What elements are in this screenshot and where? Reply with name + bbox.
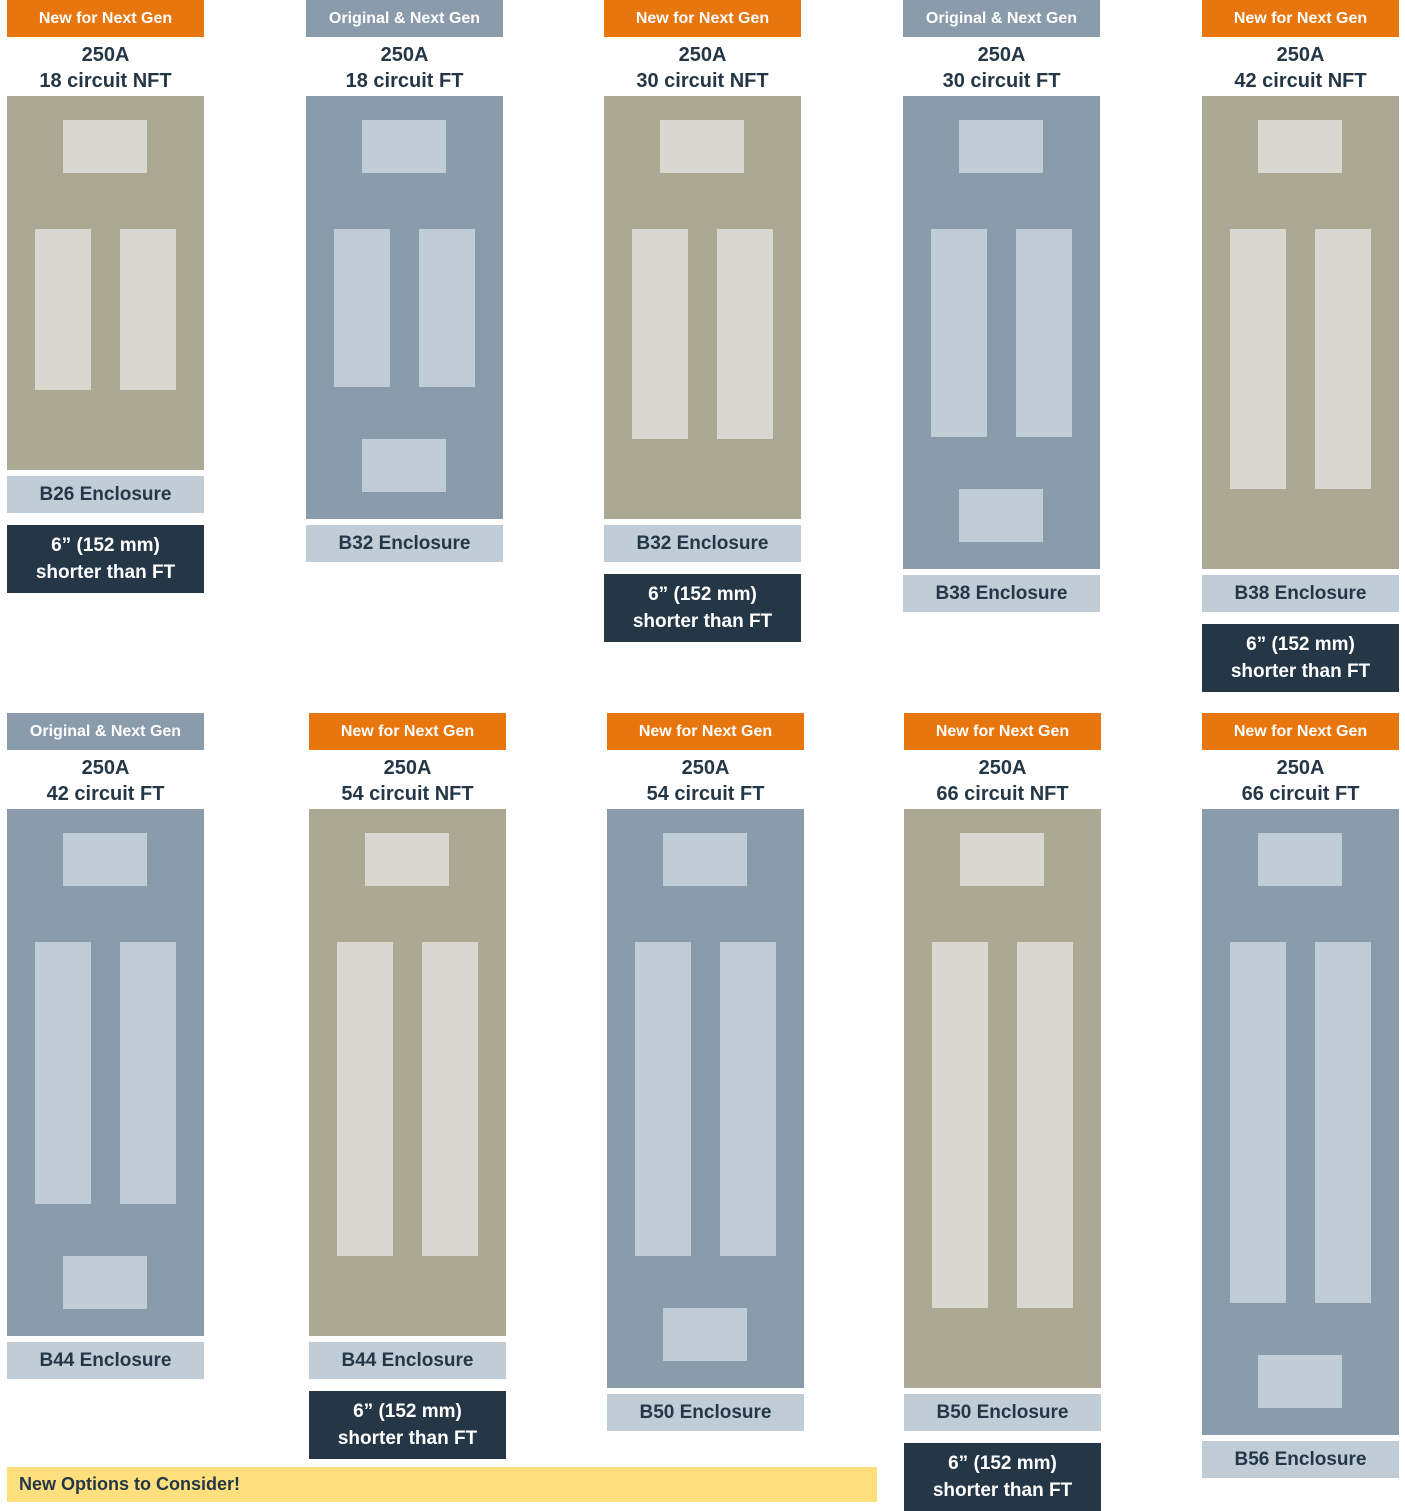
panel-top-box [63,833,147,886]
badge: Original & Next Gen [903,0,1100,37]
panel-top-box [63,120,147,173]
badge: New for Next Gen [7,0,204,37]
breaker-column [931,229,987,437]
circuits: 30 circuit NFT [636,70,769,92]
note-line: 6” (152 mm) [1246,634,1355,655]
note-line: 6” (152 mm) [648,584,757,605]
breaker-column [334,229,390,387]
note: 6” (152 mm) shorter than FT [904,1443,1101,1511]
panel-bottom-box [663,1308,747,1361]
amps: 250A [380,44,429,66]
breaker-column [35,229,91,390]
note-line: shorter than FT [1230,661,1371,682]
note-line: shorter than FT [632,611,773,632]
amps: 250A [81,757,130,779]
circuits: 66 circuit FT [1241,783,1360,805]
panel-top-box [959,120,1043,173]
options-bar: New Options to Consider! [7,1467,877,1502]
enclosure-label: B44 Enclosure [7,1342,204,1379]
breaker-column [720,942,776,1256]
breaker-column [419,229,475,387]
badge: New for Next Gen [309,713,506,750]
breaker-column [120,942,176,1204]
breaker-column [1017,942,1073,1308]
amps: 250A [383,757,432,779]
badge: New for Next Gen [904,713,1101,750]
amps: 250A [1276,757,1325,779]
panel-top-box [663,833,747,886]
panel-bottom-box [959,489,1043,542]
note: 6” (152 mm) shorter than FT [309,1391,506,1459]
enclosure-label: B32 Enclosure [306,525,503,562]
panel-top-box [960,833,1044,886]
note-line: shorter than FT [932,1480,1073,1501]
enclosure-label: B26 Enclosure [7,476,204,513]
amps: 250A [81,44,130,66]
circuits: 54 circuit FT [646,783,765,805]
breaker-column [632,229,688,439]
note-line: 6” (152 mm) [353,1401,462,1422]
amps: 250A [1276,44,1325,66]
badge: New for Next Gen [607,713,804,750]
badge: Original & Next Gen [306,0,503,37]
panel-bottom-box [1258,1355,1342,1408]
note: 6” (152 mm) shorter than FT [604,574,801,642]
breaker-column [1230,229,1286,489]
enclosure-label: B50 Enclosure [607,1394,804,1431]
panel-bottom-box [63,1256,147,1309]
breaker-column [1230,942,1286,1303]
circuits: 42 circuit NFT [1234,70,1367,92]
enclosure-label: B56 Enclosure [1202,1441,1399,1478]
panel-top-box [1258,120,1342,173]
enclosure-label: B44 Enclosure [309,1342,506,1379]
breaker-column [120,229,176,390]
badge: New for Next Gen [1202,0,1399,37]
panel-bottom-box [362,439,446,492]
breaker-column [932,942,988,1308]
panel-top-box [660,120,744,173]
note-line: 6” (152 mm) [51,535,160,556]
enclosure-label: B38 Enclosure [1202,575,1399,612]
badge: Original & Next Gen [7,713,204,750]
panel-top-box [362,120,446,173]
panel-top-box [365,833,449,886]
breaker-column [337,942,393,1256]
note: 6” (152 mm) shorter than FT [1202,624,1399,692]
breaker-column [1016,229,1072,437]
panel-top-box [1258,833,1342,886]
badge: New for Next Gen [1202,713,1399,750]
breaker-column [422,942,478,1256]
breaker-column [717,229,773,439]
enclosure-label: B32 Enclosure [604,525,801,562]
badge: New for Next Gen [604,0,801,37]
breaker-column [35,942,91,1204]
note-line: shorter than FT [337,1428,478,1449]
breaker-column [1315,229,1371,489]
circuits: 66 circuit NFT [936,783,1069,805]
amps: 250A [978,757,1027,779]
circuits: 42 circuit FT [46,783,165,805]
amps: 250A [678,44,727,66]
note-line: 6” (152 mm) [948,1453,1057,1474]
note: 6” (152 mm) shorter than FT [7,525,204,593]
enclosure-label: B38 Enclosure [903,575,1100,612]
circuits: 18 circuit NFT [39,70,172,92]
circuits: 18 circuit FT [345,70,464,92]
amps: 250A [681,757,730,779]
enclosure-label: B50 Enclosure [904,1394,1101,1431]
circuits: 54 circuit NFT [341,783,474,805]
note-line: shorter than FT [35,562,176,583]
breaker-column [635,942,691,1256]
amps: 250A [977,44,1026,66]
circuits: 30 circuit FT [942,70,1061,92]
breaker-column [1315,942,1371,1303]
